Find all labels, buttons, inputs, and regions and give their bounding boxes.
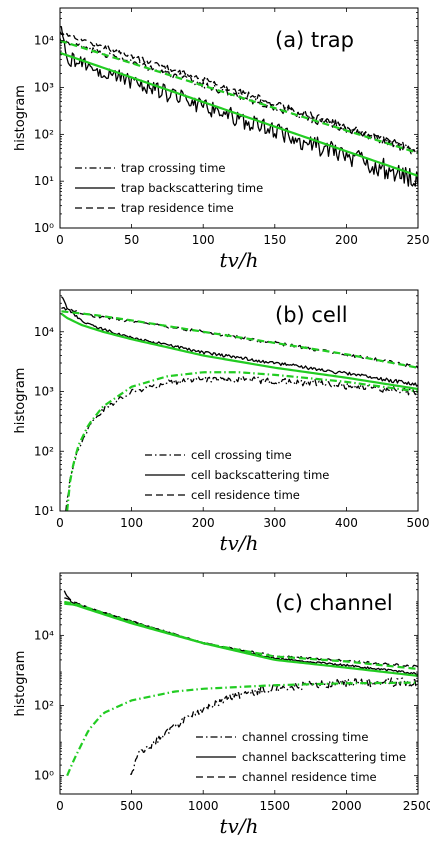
x-tick-label: 250	[407, 233, 430, 247]
series-line-3	[66, 371, 418, 511]
y-axis-label: histogram	[13, 85, 28, 151]
x-tick-label: 150	[263, 233, 286, 247]
panel-title: (c) channel	[275, 591, 393, 615]
x-tick-label: 500	[120, 799, 143, 813]
panel-title: (b) cell	[275, 303, 348, 327]
legend-label: cell residence time	[191, 488, 300, 502]
panel-title: (a) trap	[275, 28, 354, 52]
legend-label: channel residence time	[242, 770, 377, 784]
x-tick-label: 300	[263, 516, 286, 530]
y-tick-label: 10³	[34, 385, 54, 399]
x-axis-label: tv/h	[220, 814, 259, 838]
series-line-4	[64, 602, 418, 677]
legend-label: cell backscattering time	[191, 468, 329, 482]
series-line-4	[60, 312, 418, 391]
y-tick-label: 10¹	[34, 504, 54, 518]
series-group	[60, 296, 418, 511]
legend-label: trap crossing time	[121, 161, 225, 175]
x-tick-label: 50	[124, 233, 139, 247]
y-axis-label: histogram	[13, 651, 28, 717]
x-tick-label: 2500	[403, 799, 430, 813]
y-axis-label: histogram	[13, 368, 28, 434]
series-line-0	[130, 677, 418, 775]
x-tick-label: 0	[56, 799, 64, 813]
panel-cell: 0 100 200 300 400 500 10¹ 10² 10³ 10⁴ (b) cell hist…	[13, 289, 430, 555]
axes-frame	[59, 7, 419, 229]
legend-label: cell crossing time	[191, 448, 292, 462]
y-tick-label: 10⁰	[34, 769, 54, 783]
x-axis-label: tv/h	[220, 531, 259, 555]
y-tick-label: 10²	[34, 444, 54, 458]
y-tick-label: 10¹	[34, 174, 54, 188]
series-line-5	[64, 600, 418, 671]
y-tick-label: 10³	[34, 81, 54, 95]
x-tick-label: 200	[192, 516, 215, 530]
series-line-4	[60, 39, 418, 155]
series-line-5	[61, 310, 418, 369]
legend-label: channel backscattering time	[242, 750, 406, 764]
y-tick-label: 10⁴	[34, 325, 54, 339]
x-tick-label: 1000	[188, 799, 219, 813]
x-tick-label: 2000	[331, 799, 362, 813]
x-axis-label: tv/h	[220, 248, 259, 272]
series-line-2	[60, 31, 418, 153]
series-line-0	[65, 375, 418, 511]
legend-label: trap residence time	[121, 201, 234, 215]
series-group	[63, 590, 418, 777]
x-tick-label: 1500	[260, 799, 291, 813]
x-tick-label: 500	[407, 516, 430, 530]
panel-trap: 0 50 100 150 200 250 10⁰ 10¹ 10² 10³ 10⁴ (a) trap hi…	[13, 7, 430, 272]
series-line-3	[60, 51, 418, 177]
x-tick-label: 100	[120, 516, 143, 530]
panel-channel: 0 500 1000 1500 2000 2500 10⁰ 10² 10⁴ (c) channel…	[13, 572, 430, 838]
series-line-3	[66, 681, 418, 777]
x-tick-label: 400	[335, 516, 358, 530]
x-tick-label: 0	[56, 233, 64, 247]
x-tick-label: 0	[56, 516, 64, 530]
axes-frame	[59, 572, 419, 795]
y-tick-label: 10⁴	[34, 628, 54, 642]
x-tick-label: 200	[335, 233, 358, 247]
legend-label: channel crossing time	[242, 730, 368, 744]
series-line-0	[60, 38, 418, 155]
y-tick-label: 10⁰	[34, 221, 54, 235]
y-tick-label: 10⁴	[34, 34, 54, 48]
series-group	[60, 25, 418, 187]
x-tick-label: 100	[192, 233, 215, 247]
legend-label: trap backscattering time	[121, 181, 263, 195]
y-tick-label: 10²	[34, 699, 54, 713]
y-tick-label: 10²	[34, 127, 54, 141]
